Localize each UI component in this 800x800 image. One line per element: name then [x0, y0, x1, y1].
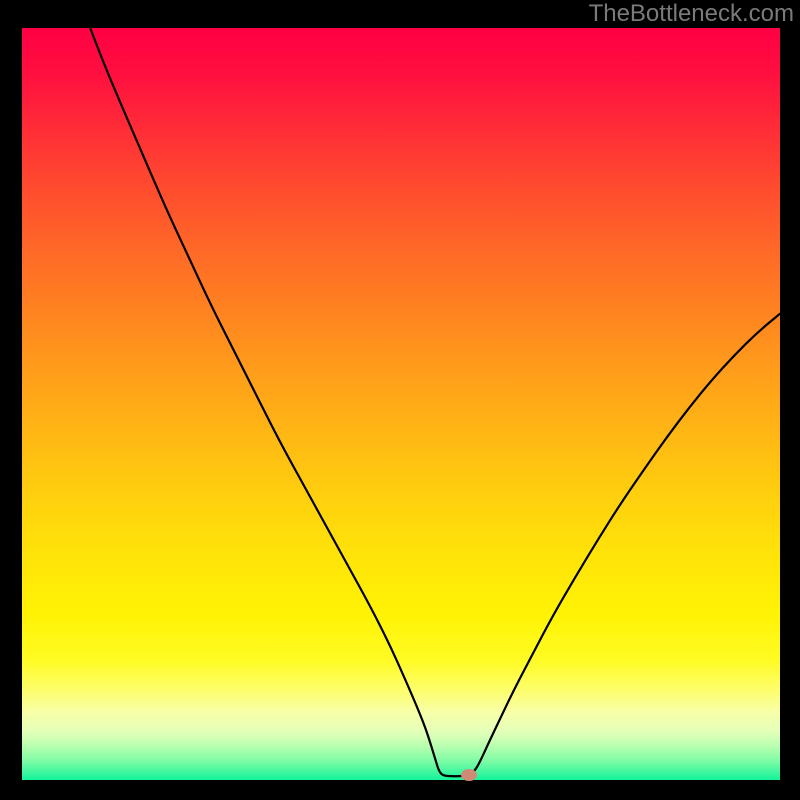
bottleneck-curve [22, 28, 780, 780]
optimal-point-marker [461, 769, 477, 781]
plot-area [22, 28, 780, 780]
watermark-text: TheBottleneck.com [589, 0, 794, 28]
chart-container: TheBottleneck.com [0, 0, 800, 800]
